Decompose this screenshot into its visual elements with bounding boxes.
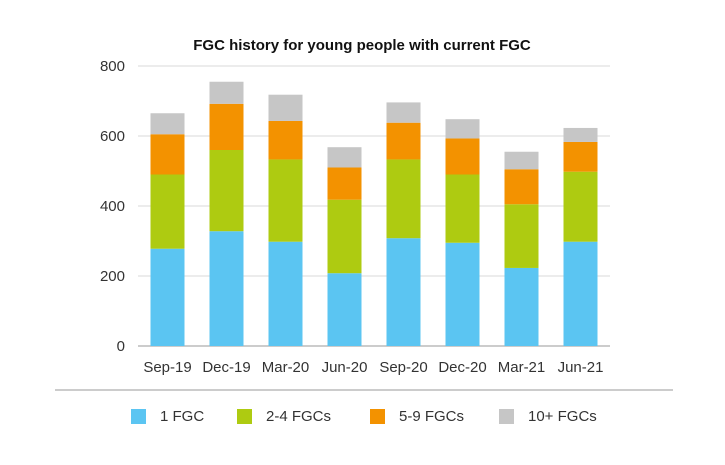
bar-segment-jun-21-series-1 — [563, 171, 598, 242]
bar-segment-mar-21-series-1 — [504, 204, 539, 268]
bar-segment-sep-19-series-2 — [150, 134, 185, 175]
x-tick-label: Mar-20 — [262, 359, 310, 376]
legend-item-1-fgc: 1 FGC — [131, 406, 204, 426]
legend-item-2-4-fgcs: 2-4 FGCs — [237, 406, 331, 426]
bar-segment-sep-20-series-1 — [386, 159, 421, 239]
x-axis-ticks: Sep-19 Dec-19 Mar-20 Jun-20 Sep-20 Dec-20 Mar-… — [143, 359, 603, 376]
chart: FGC history for young people with curren… — [100, 37, 610, 376]
bar-segment-sep-20-series-0 — [386, 238, 421, 346]
bar-segment-mar-21-series-3 — [504, 151, 539, 170]
legend-swatch-2-4-fgcs — [237, 408, 252, 424]
bar-segment-jun-20-series-0 — [327, 273, 362, 346]
bar-segment-mar-21-series-2 — [504, 169, 539, 205]
bars — [150, 81, 598, 346]
bar-segment-jun-20-series-1 — [327, 199, 362, 274]
grid-lines — [138, 65, 610, 347]
bar-segment-jun-21-series-0 — [563, 241, 598, 346]
chart-title: FGC history for young people with curren… — [193, 37, 531, 54]
x-tick-label: Dec-19 — [202, 359, 250, 376]
legend-swatch-5-9-fgcs — [370, 408, 385, 424]
y-tick-label: 0 — [117, 338, 125, 355]
bar-segment-dec-20-series-2 — [445, 138, 480, 175]
bar-segment-jun-21-series-3 — [563, 127, 598, 142]
bar-segment-sep-19-series-1 — [150, 174, 185, 249]
y-axis-ticks: 0 200 400 600 800 — [100, 58, 125, 355]
legend-item-5-9-fgcs: 5-9 FGCs — [370, 406, 464, 426]
bar-segment-sep-20-series-2 — [386, 122, 421, 160]
legend-label-10-plus-fgcs: 10+ FGCs — [528, 407, 597, 425]
bar-segment-dec-19-series-0 — [209, 231, 244, 346]
legend: 1 FGC 2-4 FGCs 5-9 FGCs 10+ FGCs — [0, 396, 725, 436]
bar-segment-jun-20-series-2 — [327, 167, 362, 200]
legend-label-5-9-fgcs: 5-9 FGCs — [399, 407, 465, 425]
bar-segment-mar-20-series-3 — [268, 94, 303, 121]
y-tick-label: 600 — [100, 128, 125, 145]
bar-segment-sep-19-series-0 — [150, 248, 185, 346]
x-tick-label: Mar-21 — [498, 359, 546, 376]
bar-segment-jun-20-series-3 — [327, 147, 362, 168]
y-tick-label: 200 — [100, 268, 125, 285]
y-tick-label: 400 — [100, 198, 125, 215]
bar-segment-dec-19-series-1 — [209, 150, 244, 232]
x-tick-label: Sep-20 — [379, 359, 427, 376]
bar-segment-dec-20-series-3 — [445, 119, 480, 139]
legend-label-2-4-fgcs: 2-4 FGCs — [266, 407, 332, 425]
bar-segment-jun-21-series-2 — [563, 141, 598, 172]
legend-label-1-fgc: 1 FGC — [160, 407, 205, 425]
bar-segment-dec-19-series-3 — [209, 81, 244, 104]
legend-swatch-1-fgc — [131, 408, 146, 424]
bar-segment-mar-20-series-1 — [268, 159, 303, 242]
bar-segment-dec-19-series-2 — [209, 103, 244, 150]
bar-segment-dec-20-series-0 — [445, 242, 480, 346]
legend-divider — [55, 389, 673, 391]
bar-segment-sep-20-series-3 — [386, 102, 421, 123]
legend-swatch-10-plus-fgcs — [499, 408, 514, 424]
bar-segment-sep-19-series-3 — [150, 113, 185, 135]
x-tick-label: Dec-20 — [438, 359, 486, 376]
x-tick-label: Jun-21 — [558, 359, 604, 376]
legend-item-10-plus-fgcs: 10+ FGCs — [499, 406, 597, 426]
bar-segment-mar-20-series-2 — [268, 120, 303, 160]
bar-segment-dec-20-series-1 — [445, 174, 480, 243]
x-tick-label: Sep-19 — [143, 359, 191, 376]
y-tick-label: 800 — [100, 58, 125, 75]
bar-segment-mar-20-series-0 — [268, 241, 303, 346]
x-tick-label: Jun-20 — [322, 359, 368, 376]
bar-segment-mar-21-series-0 — [504, 267, 539, 346]
